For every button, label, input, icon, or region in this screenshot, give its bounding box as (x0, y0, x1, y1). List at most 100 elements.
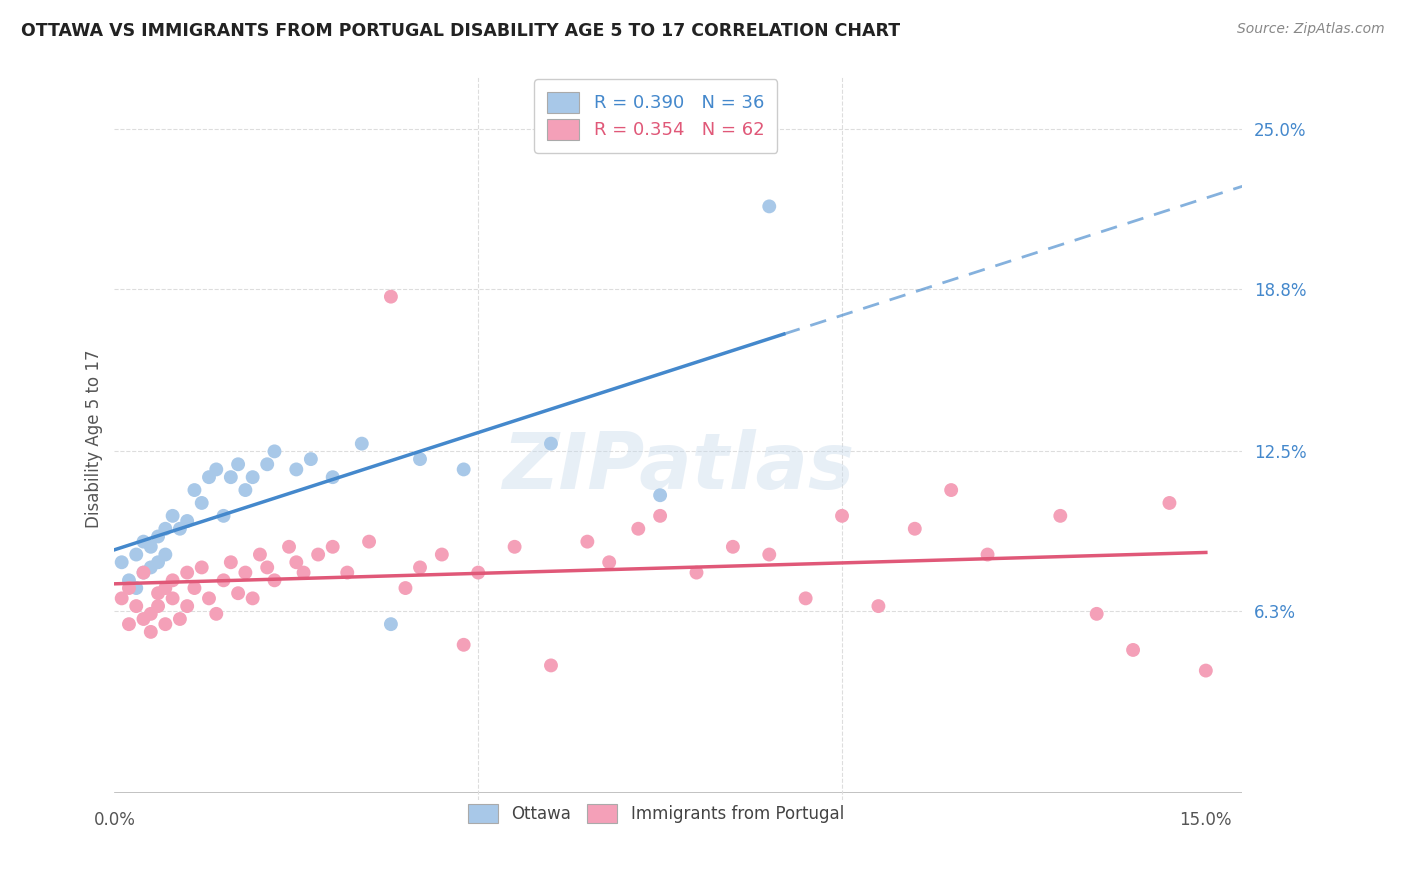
Point (162, 574, 184, 588)
Point (118, 574, 141, 588)
Point (307, 548, 329, 562)
Point (650, 488, 672, 502)
Point (125, 581, 148, 595)
Point (1122, 643, 1144, 657)
Point (831, 508, 853, 523)
Point (263, 574, 285, 588)
Point (169, 522, 191, 536)
Point (285, 462, 308, 476)
Point (155, 581, 177, 595)
Point (139, 607, 162, 621)
Point (176, 599, 198, 613)
Point (278, 540, 301, 554)
Point (226, 586, 249, 600)
Point (256, 560, 278, 574)
Point (794, 591, 817, 606)
Point (976, 548, 998, 562)
Point (409, 560, 432, 574)
Point (503, 540, 526, 554)
Y-axis label: Disability Age 5 to 17: Disability Age 5 to 17 (86, 350, 103, 528)
Point (146, 599, 169, 613)
Point (183, 581, 205, 595)
Point (176, 514, 198, 528)
Point (453, 638, 475, 652)
Point (118, 581, 141, 595)
Point (350, 436, 373, 450)
Point (467, 566, 489, 580)
Point (380, 617, 402, 632)
Point (868, 599, 890, 613)
Point (146, 529, 169, 543)
Point (198, 591, 221, 606)
Point (758, 548, 780, 562)
Point (198, 470, 221, 484)
Point (183, 483, 205, 497)
Point (758, 199, 780, 213)
Point (249, 548, 271, 562)
Point (941, 483, 963, 497)
Point (146, 586, 169, 600)
Point (155, 617, 177, 632)
Point (162, 508, 184, 523)
Text: OTTAWA VS IMMIGRANTS FROM PORTUGAL DISABILITY AGE 5 TO 17 CORRELATION CHART: OTTAWA VS IMMIGRANTS FROM PORTUGAL DISAB… (21, 22, 900, 40)
Point (169, 612, 191, 626)
Point (111, 591, 134, 606)
Point (226, 457, 249, 471)
Point (540, 436, 562, 450)
Point (540, 658, 562, 673)
Point (125, 548, 148, 562)
Point (242, 470, 264, 484)
Point (598, 555, 620, 569)
Point (453, 462, 475, 476)
Point (650, 508, 672, 523)
Point (212, 574, 235, 588)
Point (299, 452, 322, 467)
Point (155, 522, 177, 536)
Point (205, 607, 228, 621)
Point (146, 555, 169, 569)
Point (263, 444, 285, 458)
Point (235, 566, 257, 580)
Point (139, 560, 162, 574)
Point (132, 566, 155, 580)
Text: Source: ZipAtlas.com: Source: ZipAtlas.com (1237, 22, 1385, 37)
Text: ZIPatlas: ZIPatlas (502, 429, 855, 506)
Point (1159, 496, 1181, 510)
Point (242, 591, 264, 606)
Point (336, 566, 359, 580)
Point (576, 534, 599, 549)
Point (685, 566, 707, 580)
Point (219, 555, 242, 569)
Point (1195, 664, 1218, 678)
Point (322, 540, 344, 554)
Point (380, 290, 402, 304)
Point (1085, 607, 1108, 621)
Point (394, 581, 416, 595)
Point (359, 534, 381, 549)
Point (904, 522, 927, 536)
Point (256, 457, 278, 471)
Point (322, 470, 344, 484)
Point (1049, 508, 1071, 523)
Legend: Ottawa, Immigrants from Portugal: Ottawa, Immigrants from Portugal (456, 792, 856, 835)
Point (212, 508, 235, 523)
Point (430, 548, 453, 562)
Point (132, 612, 155, 626)
Point (627, 522, 650, 536)
Point (235, 483, 257, 497)
Point (176, 566, 198, 580)
Point (118, 617, 141, 632)
Point (190, 560, 212, 574)
Point (155, 548, 177, 562)
Point (162, 591, 184, 606)
Point (292, 566, 315, 580)
Point (125, 599, 148, 613)
Point (409, 452, 432, 467)
Point (205, 462, 228, 476)
Point (190, 496, 212, 510)
Point (132, 534, 155, 549)
Point (721, 540, 744, 554)
Point (139, 540, 162, 554)
Point (285, 555, 308, 569)
Point (111, 555, 134, 569)
